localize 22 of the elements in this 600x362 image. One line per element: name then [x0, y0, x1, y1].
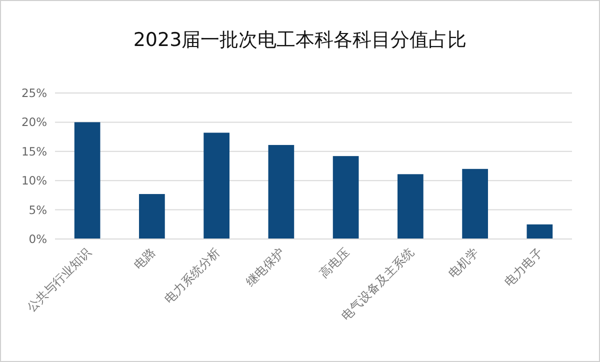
y-tick-label: 25%	[21, 86, 48, 100]
x-tick-label: 电力系统分析	[162, 245, 223, 306]
x-tick-label: 电力电子	[502, 245, 546, 290]
y-tick-label: 20%	[21, 115, 48, 130]
x-tick-label: 电机学	[446, 245, 482, 281]
bar	[526, 224, 553, 239]
y-tick-label: 15%	[21, 144, 48, 158]
y-tick-label: 5%	[28, 202, 48, 217]
bar	[204, 132, 230, 239]
bar	[332, 156, 359, 239]
bar	[398, 174, 424, 239]
x-tick-label: 电路	[131, 245, 158, 272]
y-tick-label: 10%	[21, 174, 48, 188]
bar	[74, 122, 100, 239]
bar	[462, 168, 488, 239]
bar	[139, 194, 165, 239]
x-tick-label: 公共与行业知识	[24, 245, 94, 315]
y-tick-label: 0%	[28, 232, 48, 246]
x-tick-label: 继电保护	[243, 245, 288, 290]
x-tick-label: 高电压	[316, 245, 352, 281]
bar	[268, 144, 294, 239]
chart-title: 2023届一批次电工本科各科目分值占比	[133, 29, 467, 51]
